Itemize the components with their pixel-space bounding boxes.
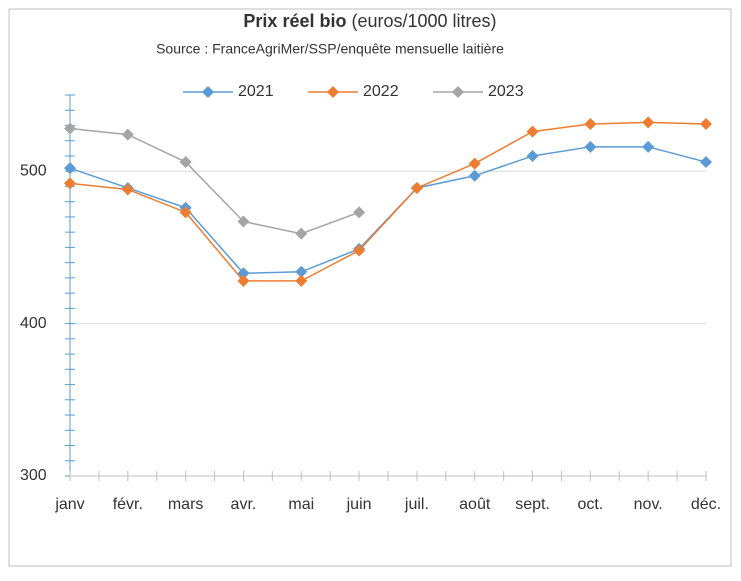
legend-marker xyxy=(202,86,214,98)
legend-label: 2022 xyxy=(363,83,399,100)
x-tick-label: mars xyxy=(168,496,204,513)
data-marker xyxy=(295,227,308,240)
data-marker xyxy=(179,156,192,169)
x-tick-label: mai xyxy=(288,496,314,513)
series-line xyxy=(69,127,360,235)
legend-label: 2021 xyxy=(238,83,274,100)
data-marker xyxy=(353,206,366,219)
data-marker xyxy=(642,140,655,153)
x-tick-label: août xyxy=(459,496,491,513)
data-marker xyxy=(584,140,597,153)
data-marker xyxy=(179,206,192,219)
data-marker xyxy=(64,122,76,135)
x-tick-label: janv xyxy=(54,496,84,513)
data-marker xyxy=(64,162,76,175)
title-main: Prix réel bio xyxy=(243,11,346,31)
data-marker xyxy=(700,156,712,169)
legend-marker xyxy=(452,86,464,98)
data-marker xyxy=(121,128,134,141)
chart-frame xyxy=(8,8,732,567)
legend-marker xyxy=(327,86,339,98)
x-tick-label: nov. xyxy=(634,496,663,513)
series-line xyxy=(69,121,707,282)
data-marker xyxy=(121,183,134,196)
data-marker xyxy=(410,181,423,194)
data-marker xyxy=(237,215,250,228)
data-marker xyxy=(526,125,539,138)
data-marker xyxy=(64,177,76,190)
y-tick-label: 400 xyxy=(20,315,47,332)
x-tick-label: sept. xyxy=(515,496,550,513)
title-unit: (euros/1000 litres) xyxy=(351,11,496,31)
data-marker xyxy=(700,117,712,130)
x-tick-label: juin xyxy=(346,496,372,513)
data-marker xyxy=(584,117,597,130)
data-marker xyxy=(468,169,481,182)
x-tick-label: oct. xyxy=(577,496,603,513)
data-marker xyxy=(642,116,655,129)
y-tick-label: 500 xyxy=(20,162,47,179)
x-tick-label: févr. xyxy=(113,496,143,513)
x-tick-label: déc. xyxy=(691,496,721,513)
x-tick-label: avr. xyxy=(231,496,257,513)
data-marker xyxy=(353,244,366,257)
legend-label: 2023 xyxy=(488,83,524,100)
data-marker xyxy=(295,274,308,287)
y-tick-label: 300 xyxy=(20,467,47,484)
data-marker xyxy=(295,265,308,278)
data-marker xyxy=(526,149,539,162)
data-marker xyxy=(237,274,250,287)
chart-title: Prix réel bio (euros/1000 litres) xyxy=(243,11,496,31)
data-marker xyxy=(468,157,481,170)
x-tick-label: juil. xyxy=(404,496,429,513)
chart-subtitle: Source : FranceAgriMer/SSP/enquête mensu… xyxy=(156,41,504,57)
